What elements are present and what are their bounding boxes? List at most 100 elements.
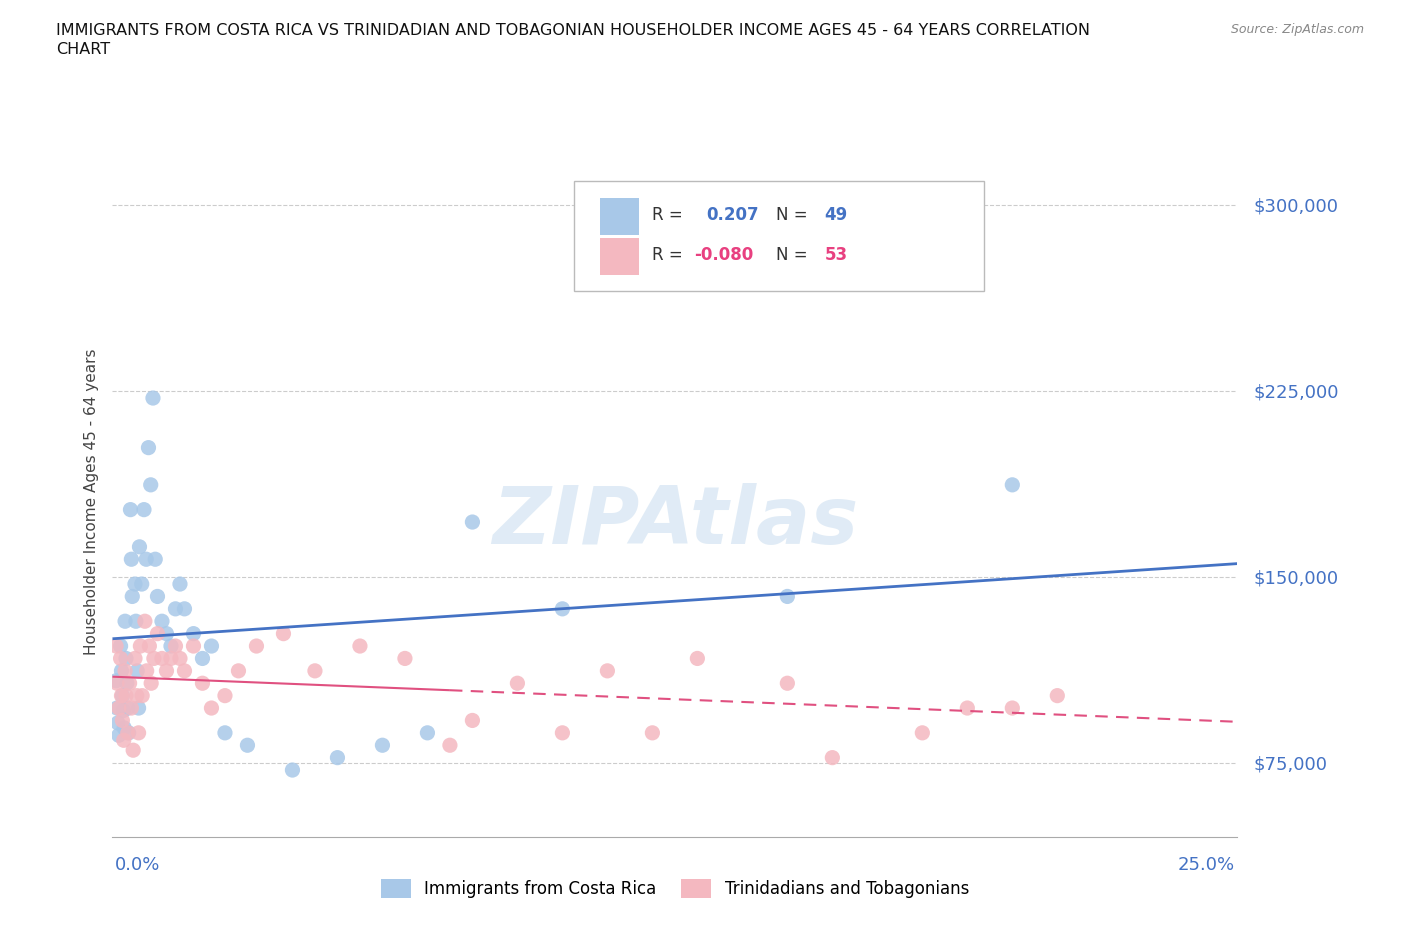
Y-axis label: Householder Income Ages 45 - 64 years: Householder Income Ages 45 - 64 years [83, 349, 98, 656]
Point [124, 651, 146, 666]
Text: IMMIGRANTS FROM COSTA RICA VS TRINIDADIAN AND TOBAGONIAN HOUSEHOLDER INCOME AGES: IMMIGRANTS FROM COSTA RICA VS TRINIDADIA… [56, 23, 1090, 38]
Point [200, 639, 222, 654]
Point [1001, 477, 1024, 492]
Point [135, 663, 157, 678]
Point [138, 440, 160, 455]
Text: 49: 49 [824, 206, 848, 224]
Point [112, 733, 135, 748]
Point [191, 676, 214, 691]
Point [596, 663, 619, 678]
Point [911, 725, 934, 740]
Point [134, 614, 156, 629]
Point [111, 713, 134, 728]
Point [200, 700, 222, 715]
Text: -0.080: -0.080 [695, 246, 754, 264]
Point [105, 676, 128, 691]
Point [191, 651, 214, 666]
Point [641, 725, 664, 740]
Point [115, 688, 138, 703]
Point [1001, 700, 1024, 715]
Point [394, 651, 416, 666]
Point [138, 639, 160, 654]
Point [131, 577, 153, 591]
Text: R =: R = [652, 246, 689, 264]
Point [115, 676, 138, 691]
Point [228, 663, 250, 678]
Point [105, 700, 128, 715]
Point [107, 700, 129, 715]
Text: Source: ZipAtlas.com: Source: ZipAtlas.com [1230, 23, 1364, 36]
Point [146, 626, 169, 641]
Point [110, 688, 132, 703]
Point [183, 639, 205, 654]
Point [120, 551, 142, 566]
Point [1046, 688, 1069, 703]
Point [146, 589, 169, 604]
Point [183, 626, 205, 641]
Point [160, 639, 183, 654]
Point [326, 751, 349, 765]
Point [125, 614, 148, 629]
Bar [599, 238, 638, 275]
Point [120, 502, 142, 517]
Point [142, 651, 165, 666]
Text: N =: N = [776, 246, 813, 264]
Point [107, 715, 129, 730]
Point [131, 688, 153, 703]
Point [776, 589, 799, 604]
Text: 0.207: 0.207 [706, 206, 759, 224]
Point [173, 663, 195, 678]
Point [132, 502, 155, 517]
Point [686, 651, 709, 666]
Point [349, 639, 371, 654]
Point [112, 703, 135, 718]
Point [461, 514, 484, 529]
Point [117, 725, 139, 740]
Point [169, 577, 191, 591]
Bar [599, 198, 638, 234]
Point [120, 700, 142, 715]
Point [371, 737, 394, 752]
Point [245, 639, 267, 654]
Point [114, 663, 136, 678]
Point [122, 743, 145, 758]
Point [112, 721, 135, 736]
Point [236, 737, 259, 752]
Point [821, 751, 844, 765]
Point [155, 626, 177, 641]
Point [551, 725, 574, 740]
Point [105, 673, 128, 688]
Point [111, 688, 134, 703]
Point [956, 700, 979, 715]
Text: R =: R = [652, 206, 693, 224]
Point [124, 577, 146, 591]
Point [169, 651, 191, 666]
Point [506, 676, 529, 691]
Point [115, 651, 138, 666]
Point [214, 688, 236, 703]
Point [214, 725, 236, 740]
Point [281, 763, 304, 777]
Point [135, 551, 157, 566]
Text: 53: 53 [824, 246, 848, 264]
Point [142, 391, 165, 405]
Point [118, 676, 141, 691]
Point [165, 602, 187, 617]
Point [128, 539, 150, 554]
Point [439, 737, 461, 752]
Point [304, 663, 326, 678]
Point [165, 639, 187, 654]
Point [118, 725, 141, 740]
Point [127, 663, 149, 678]
Point [114, 614, 136, 629]
Text: CHART: CHART [56, 42, 110, 57]
Text: N =: N = [776, 206, 813, 224]
FancyBboxPatch shape [574, 180, 984, 291]
Point [551, 602, 574, 617]
Point [129, 639, 152, 654]
Point [143, 551, 166, 566]
Point [125, 688, 148, 703]
Point [461, 713, 484, 728]
Point [105, 639, 128, 654]
Point [776, 676, 799, 691]
